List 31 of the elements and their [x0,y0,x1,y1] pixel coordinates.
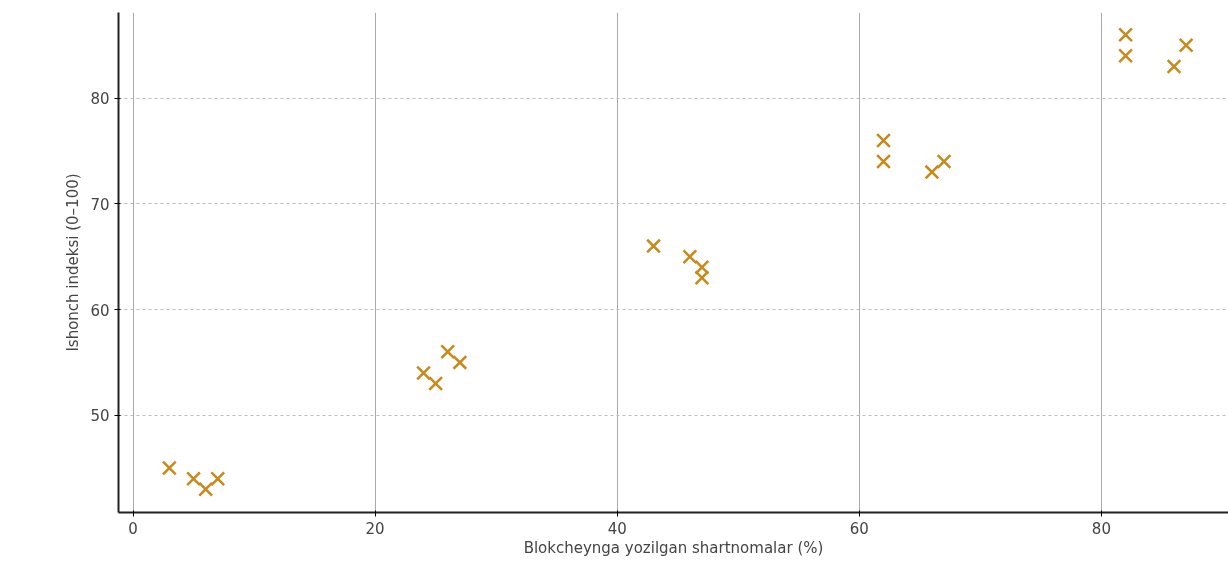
point [1178,37,1194,53]
point [210,471,226,487]
point [428,375,444,392]
x-tick-label: 40 [607,519,627,538]
y-tick-label: 50 [90,407,110,426]
point [415,365,432,381]
y-tick-label: 70 [90,195,110,214]
point [440,344,456,360]
x-tick-label: 20 [365,519,385,538]
point [645,238,662,254]
point [694,259,710,275]
point [1118,48,1134,64]
point [875,132,892,149]
point [1118,27,1134,43]
point [198,481,214,497]
y-tick-label: 60 [90,301,110,320]
x-tick-label: 0 [128,519,138,538]
point [694,270,710,286]
point [1166,58,1182,75]
point [936,153,952,170]
y-tick-label: 80 [90,90,110,109]
x-axis-title: Blokcheynga yozilgan shartnomalar (%) [523,538,824,557]
point [161,460,177,476]
y-axis-title: Ishonch indeksi (0–100) [64,173,83,352]
point [185,471,202,487]
x-tick-label: 80 [1091,519,1111,538]
point [452,354,468,371]
point [924,164,940,180]
point [682,249,698,265]
point [875,153,892,170]
x-tick-label: 60 [849,519,869,538]
